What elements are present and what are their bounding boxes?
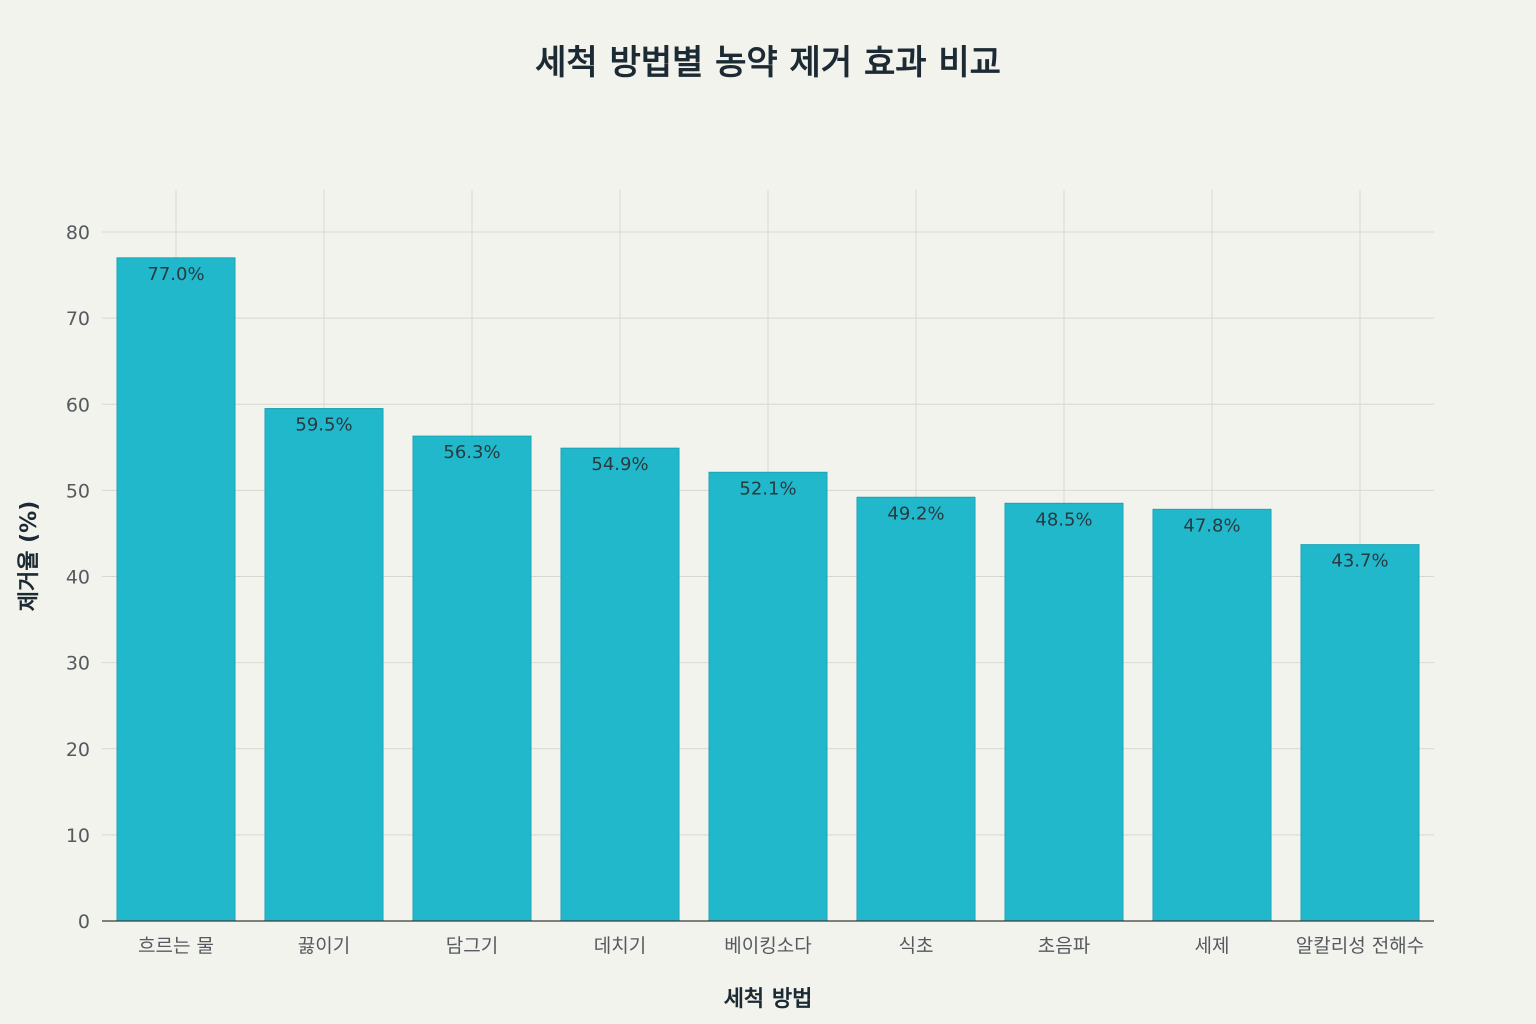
- x-tick-label: 세제: [1195, 935, 1230, 957]
- x-tick-label: 알칼리성 전해수: [1296, 935, 1424, 957]
- bar-data-label: 47.8%: [1183, 515, 1240, 536]
- x-tick-label: 담그기: [446, 935, 498, 957]
- x-tick-label: 데치기: [594, 935, 646, 957]
- x-tick-label: 흐르는 물: [138, 935, 214, 957]
- bar-data-label: 48.5%: [1035, 509, 1092, 530]
- bar[interactable]: [1004, 502, 1124, 922]
- bar[interactable]: [412, 435, 532, 922]
- y-axis-title: 제거율 (%): [17, 501, 42, 612]
- bar-data-label: 49.2%: [887, 503, 944, 524]
- x-axis-title: 세척 방법: [724, 987, 813, 1012]
- bars-layer: 77.0% 59.5% 56.3% 54.9% 52.1% 49.2% 48.5% 47.8%…: [116, 257, 1420, 922]
- bar-data-label: 43.7%: [1331, 551, 1388, 572]
- bar[interactable]: [116, 257, 236, 922]
- y-tick-label: 30: [66, 653, 90, 675]
- x-tick-label: 초음파: [1038, 935, 1090, 957]
- x-tick-label: 식초: [899, 935, 934, 957]
- chart-title: 세척 방법별 농약 제거 효과 비교: [535, 43, 1001, 83]
- bar-data-label: 77.0%: [147, 264, 204, 285]
- y-tick-label: 10: [66, 825, 90, 847]
- bar[interactable]: [560, 447, 680, 922]
- bar-data-label: 56.3%: [443, 442, 500, 463]
- bar[interactable]: [708, 471, 828, 922]
- bar-data-label: 52.1%: [739, 478, 796, 499]
- bar[interactable]: [264, 408, 384, 922]
- y-tick-label: 50: [66, 480, 90, 502]
- bar[interactable]: [856, 496, 976, 922]
- y-tick-label: 70: [66, 308, 90, 330]
- bar-data-label: 54.9%: [591, 454, 648, 475]
- x-tick-label: 베이킹소다: [724, 935, 811, 957]
- axis-layer: 0 10 20 30 40 50 60 70 80 흐르는 물 끓이기 담그기 데치기 베이킹소다 식초 초음…: [66, 222, 1434, 957]
- y-tick-label: 20: [66, 739, 90, 761]
- bar[interactable]: [1300, 544, 1420, 922]
- y-tick-label: 40: [66, 567, 90, 589]
- y-tick-label: 0: [78, 911, 90, 933]
- x-tick-label: 끓이기: [298, 935, 350, 957]
- y-tick-label: 60: [66, 394, 90, 416]
- y-tick-label: 80: [66, 222, 90, 244]
- bar-data-label: 59.5%: [295, 415, 352, 436]
- bar[interactable]: [1152, 508, 1272, 922]
